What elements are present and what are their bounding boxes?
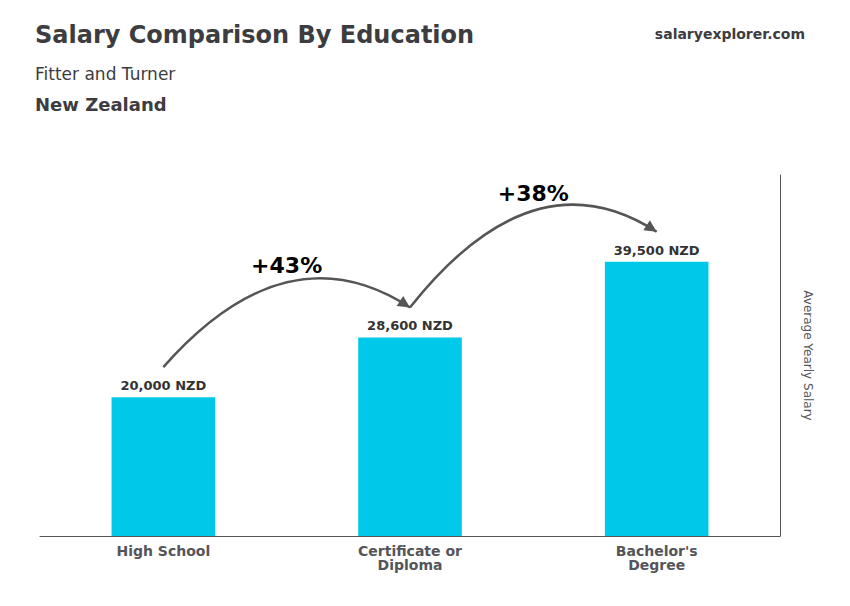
svg-text:Fitter and Turner: Fitter and Turner [35, 64, 175, 84]
svg-text:39,500 NZD: 39,500 NZD [614, 243, 700, 258]
svg-text:Average Yearly Salary: Average Yearly Salary [801, 290, 815, 420]
svg-text:20,000 NZD: 20,000 NZD [120, 378, 206, 393]
svg-text:High School: High School [116, 543, 210, 559]
svg-text:+38%: +38% [498, 181, 569, 206]
svg-text:+43%: +43% [251, 253, 322, 278]
svg-text:Diploma: Diploma [378, 557, 443, 573]
svg-text:New Zealand: New Zealand [35, 94, 167, 115]
svg-text:Degree: Degree [628, 557, 685, 573]
svg-text:28,600 NZD: 28,600 NZD [367, 318, 453, 333]
svg-text:salaryexplorer.com: salaryexplorer.com [655, 26, 805, 42]
svg-text:Salary Comparison By Education: Salary Comparison By Education [35, 21, 474, 49]
svg-text:Bachelor's: Bachelor's [615, 543, 698, 559]
svg-text:Certificate or: Certificate or [358, 543, 462, 559]
